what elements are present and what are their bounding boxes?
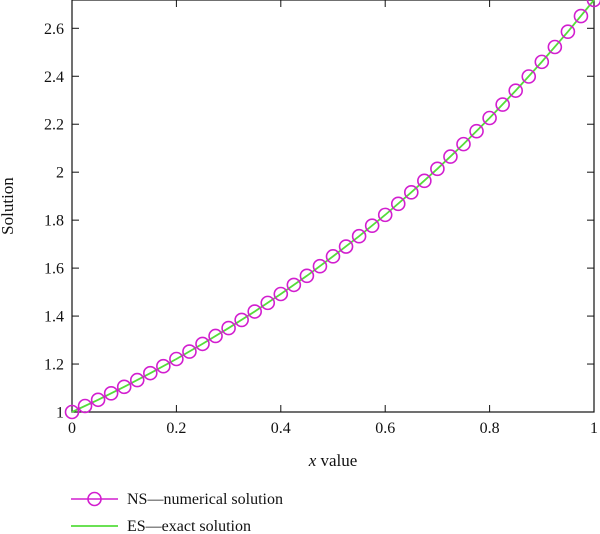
ns-point — [195, 336, 210, 352]
ns-point — [129, 372, 145, 388]
legend-ns-label: NS—numerical solution — [127, 491, 283, 508]
ns-point — [521, 69, 537, 84]
legend-ns-marker — [87, 491, 102, 507]
ns-point — [560, 24, 576, 39]
ns-point — [377, 207, 393, 223]
axis-ticks: 0 0.2 0.4 0.6 0.8 1 1 1.2 1.4 1.6 1.8 2 2.2 2.4 2.6 — [44, 0, 598, 437]
ns-point — [286, 277, 302, 293]
ns-point — [495, 97, 510, 112]
ns-point — [351, 228, 367, 244]
ns-point — [221, 320, 236, 336]
x-tick-label: 1 — [590, 420, 598, 437]
x-tick-label: 0.6 — [375, 420, 395, 437]
ns-point — [443, 149, 458, 164]
ns-point — [547, 39, 563, 55]
ns-point — [469, 123, 484, 139]
es-series — [71, 0, 595, 413]
ns-point — [312, 258, 328, 274]
x-axis-label: x value — [308, 451, 358, 470]
ns-point — [234, 312, 249, 328]
ns-point — [116, 379, 132, 395]
ns-point — [103, 385, 119, 401]
plot-frame — [71, 0, 595, 413]
ns-point — [534, 54, 550, 70]
ns-point — [390, 196, 406, 212]
es-line — [71, 0, 595, 413]
ns-point — [338, 239, 354, 254]
ns-point — [456, 136, 471, 152]
x-tick-label: 0.8 — [480, 420, 500, 437]
y-tick-label: 1.6 — [44, 261, 64, 278]
ns-point — [182, 344, 197, 359]
ns-point — [260, 295, 276, 311]
ns-point — [403, 185, 419, 200]
ns-point — [508, 83, 524, 98]
ns-point — [77, 398, 93, 414]
y-tick-label: 2.2 — [44, 117, 64, 134]
y-tick-label: 1 — [56, 405, 64, 422]
ns-point — [64, 404, 80, 420]
ns-point — [143, 365, 158, 381]
ns-series — [64, 0, 600, 420]
x-tick-label: 0.4 — [271, 420, 291, 437]
ns-point — [208, 328, 223, 344]
ns-point — [169, 351, 184, 367]
legend: NS—numerical solution ES—exact solution — [71, 491, 283, 534]
ns-point — [273, 286, 289, 302]
ns-point — [325, 249, 341, 264]
y-tick-label: 1.8 — [44, 213, 64, 230]
ns-point — [430, 161, 445, 177]
x-tick-label: 0 — [68, 420, 76, 437]
ns-point — [90, 392, 106, 408]
ns-point — [573, 8, 589, 24]
ns-point — [247, 304, 262, 319]
ns-point — [299, 268, 315, 284]
y-tick-label: 1.4 — [44, 309, 64, 326]
ns-point — [586, 0, 600, 8]
ns-point — [156, 358, 171, 374]
x-tick-label: 0.2 — [166, 420, 186, 437]
legend-es-label: ES—exact solution — [127, 518, 251, 534]
x-axis-label-var: x — [308, 451, 317, 470]
x-axis-label-rest: value — [316, 451, 357, 470]
y-tick-label: 2 — [56, 165, 64, 182]
ns-point — [417, 173, 432, 189]
y-tick-label: 1.2 — [44, 357, 64, 374]
ns-point — [364, 218, 380, 233]
y-tick-label: 2.4 — [44, 69, 64, 86]
y-tick-label: 2.6 — [44, 21, 64, 38]
ns-point — [482, 110, 497, 126]
y-axis-label: Solution — [0, 177, 17, 235]
